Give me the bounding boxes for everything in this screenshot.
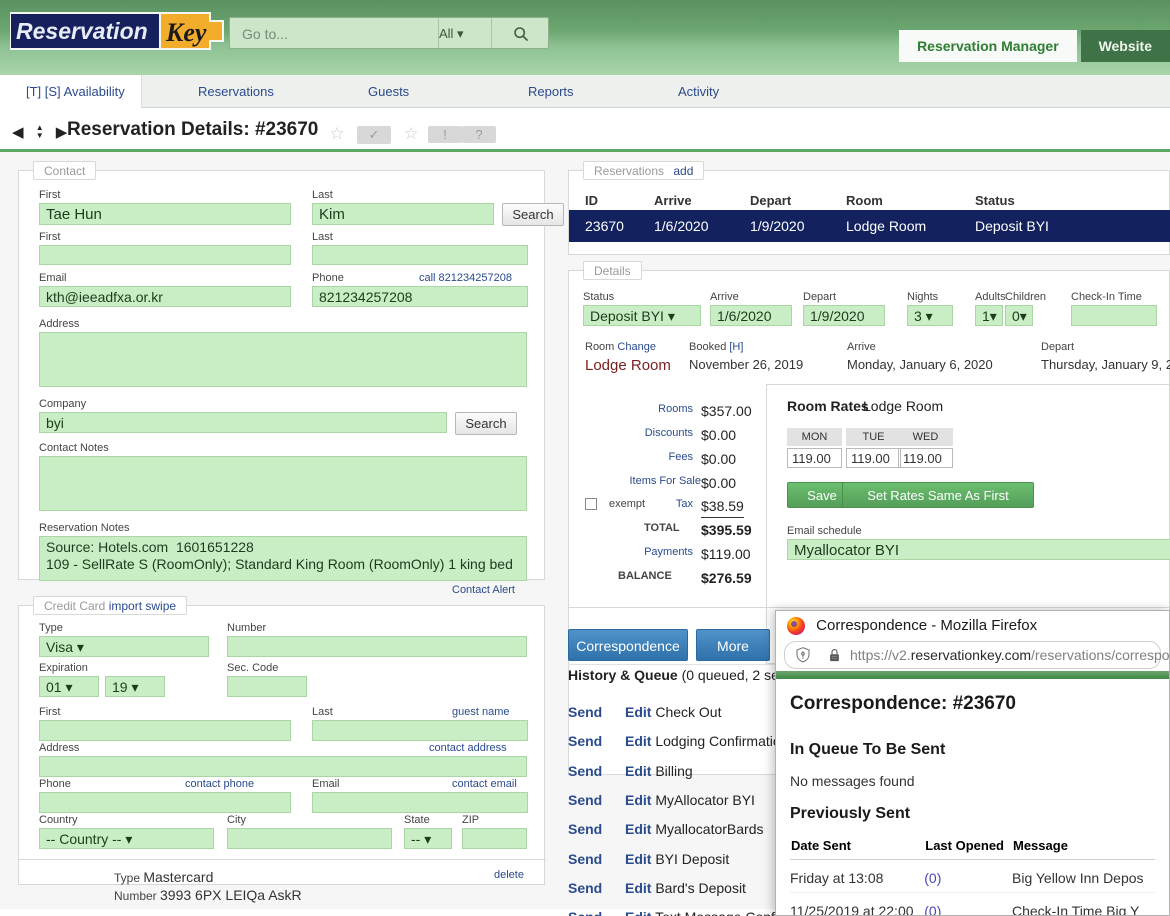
svg-text:Key: Key [165, 18, 207, 47]
svg-text:Reservation: Reservation [16, 18, 148, 44]
